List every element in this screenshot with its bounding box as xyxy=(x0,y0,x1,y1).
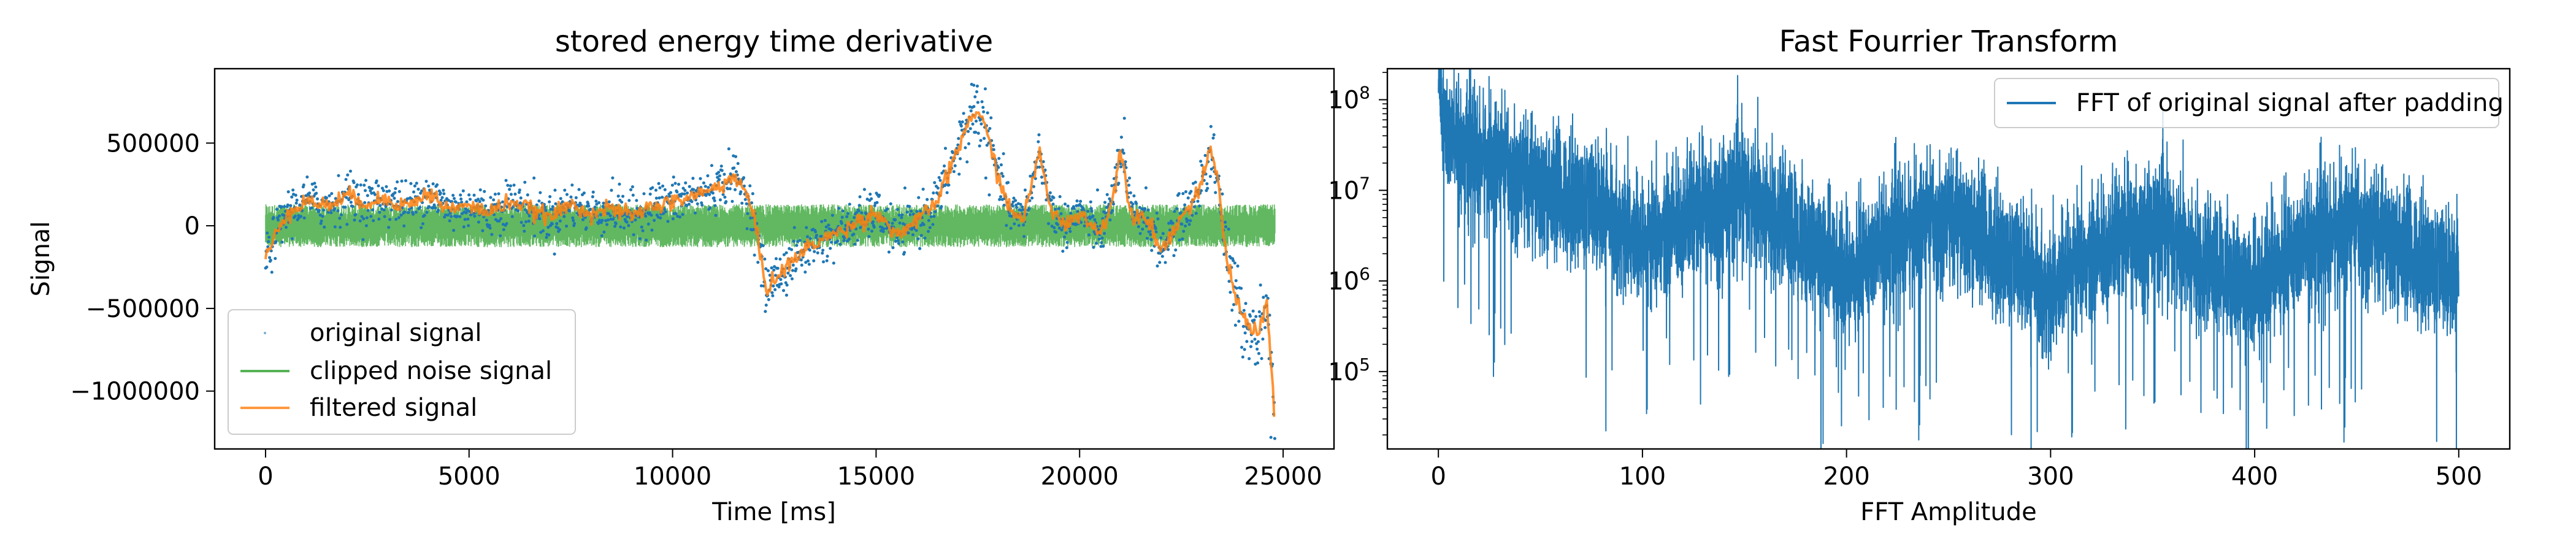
legend-fft-label: FFT of original signal after padding xyxy=(2076,89,2504,117)
right-x-tick-label: 400 xyxy=(2231,462,2278,491)
left-x-tick-label: 0 xyxy=(258,462,273,491)
right-x-tick-label: 200 xyxy=(1823,462,1869,491)
filtered-signal-line xyxy=(264,111,1276,417)
fft-path xyxy=(1438,69,2459,449)
left-chart: stored energy time derivative 0 5000 10000… xyxy=(27,25,1335,526)
left-y-axis: 500000 0 −500000 −1000000 xyxy=(70,129,215,406)
left-legend: original signal clipped noise signal fil… xyxy=(228,309,576,435)
right-x-axis: 0 100 200 300 400 500 xyxy=(1430,449,2482,491)
legend-original-label: original signal xyxy=(310,319,482,347)
noise-band xyxy=(265,204,1276,248)
right-x-tick-label: 300 xyxy=(2027,462,2074,491)
right-x-axis-label: FFT Amplitude xyxy=(1860,498,2036,526)
right-y-tick-label: 108 xyxy=(1328,83,1370,115)
right-x-tick-label: 100 xyxy=(1619,462,1666,491)
left-y-axis-label: Signal xyxy=(27,221,55,297)
left-chart-title: stored energy time derivative xyxy=(555,25,993,59)
left-legend-box xyxy=(228,309,576,435)
left-x-tick-label: 25000 xyxy=(1244,462,1322,491)
right-chart-title: Fast Fourrier Transform xyxy=(1779,25,2118,59)
left-x-axis: 0 5000 10000 15000 20000 25000 xyxy=(258,449,1322,491)
right-y-tick-label: 107 xyxy=(1328,173,1370,205)
left-x-tick-label: 20000 xyxy=(1041,462,1119,491)
left-x-tick-label: 10000 xyxy=(634,462,711,491)
right-x-tick-label: 500 xyxy=(2436,462,2482,491)
right-y-tick-label: 106 xyxy=(1328,264,1370,296)
right-plot-frame xyxy=(1386,67,2511,450)
right-legend: FFT of original signal after padding xyxy=(1994,78,2504,128)
left-x-tick-label: 15000 xyxy=(837,462,915,491)
legend-noise-label: clipped noise signal xyxy=(310,357,552,385)
right-legend-box xyxy=(1994,78,2499,128)
legend-original-marker xyxy=(264,332,266,334)
right-x-tick-label: 0 xyxy=(1430,462,1446,491)
legend-filtered-label: filtered signal xyxy=(310,394,477,422)
right-y-tick-label: 105 xyxy=(1328,355,1370,386)
left-plot-frame xyxy=(213,67,1335,450)
left-y-tick-label: −500000 xyxy=(86,295,200,323)
right-chart: Fast Fourrier Transform 0 100 200 300 400 500… xyxy=(1328,25,2511,526)
fft-series xyxy=(1438,69,2459,449)
left-y-tick-label: 0 xyxy=(185,212,200,240)
filtered-path xyxy=(264,111,1276,417)
noise-strokes xyxy=(265,204,1276,248)
left-x-axis-label: Time [ms] xyxy=(711,498,836,526)
left-y-tick-label: 500000 xyxy=(106,129,200,158)
left-x-tick-label: 5000 xyxy=(438,462,500,491)
left-y-tick-label: −1000000 xyxy=(70,378,200,406)
right-y-axis: 105 106 107 108 xyxy=(1328,72,1387,435)
